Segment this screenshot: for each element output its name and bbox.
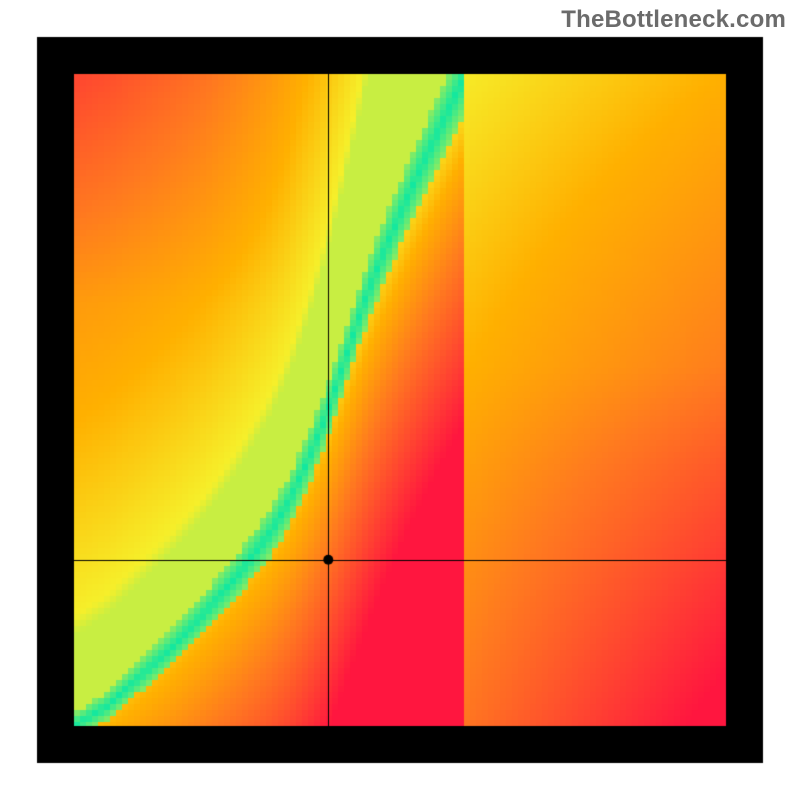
watermark-text: TheBottleneck.com <box>561 6 786 34</box>
bottleneck-heatmap <box>0 0 800 800</box>
